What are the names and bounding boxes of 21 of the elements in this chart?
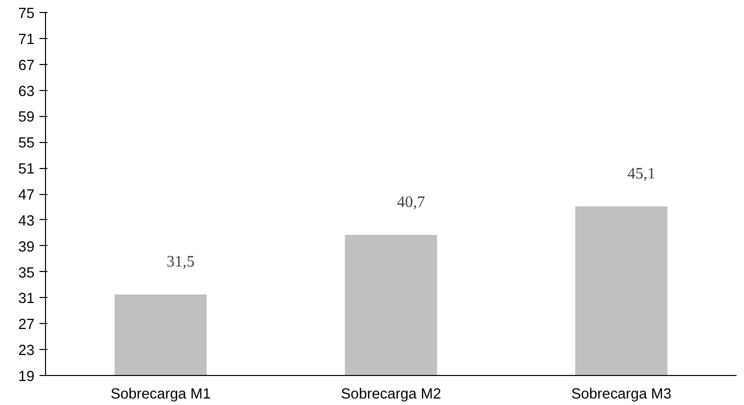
y-tick-label: 27 xyxy=(18,317,35,334)
y-tick-label: 31 xyxy=(18,291,35,308)
y-tick-label: 71 xyxy=(18,32,35,48)
y-tick-label: 35 xyxy=(18,265,35,282)
x-tick-label: Sobrecarga M2 xyxy=(340,386,442,402)
y-tick-label: 55 xyxy=(18,136,35,152)
y-tick-label: 23 xyxy=(18,343,35,360)
y-tick-label: 51 xyxy=(18,162,35,178)
data-label: 31,5 xyxy=(166,253,195,270)
y-tick-label: 59 xyxy=(18,110,35,126)
y-tick-label: 63 xyxy=(18,84,35,100)
y-tick-label: 39 xyxy=(18,239,35,256)
x-tick-label: Sobrecarga M1 xyxy=(110,386,211,402)
data-label: 45,1 xyxy=(627,165,656,182)
y-tick-label: 47 xyxy=(18,188,35,204)
x-tick-label: Sobrecarga M3 xyxy=(571,386,672,402)
y-tick-label: 75 xyxy=(18,6,35,22)
y-tick-label: 67 xyxy=(18,58,35,74)
data-label: 40,7 xyxy=(397,194,425,211)
y-tick-label: 43 xyxy=(18,213,35,230)
y-tick-label: 19 xyxy=(18,369,35,385)
